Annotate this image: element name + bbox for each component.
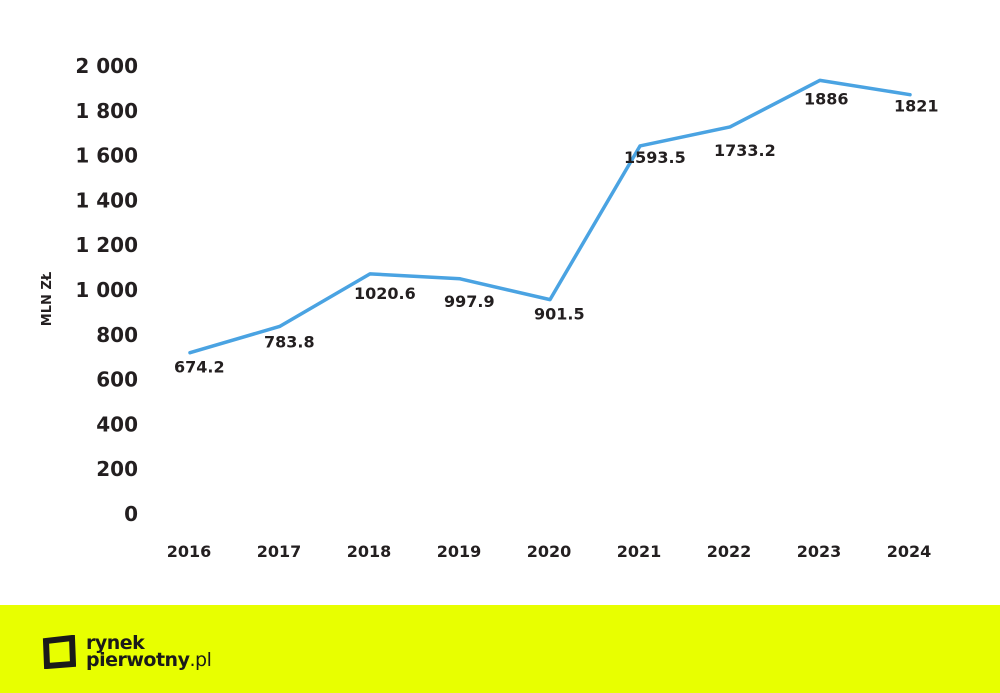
y-tick-label: 200	[96, 457, 138, 481]
x-tick-label: 2021	[617, 542, 662, 561]
logo-square-icon	[42, 635, 76, 669]
logo-domain-text: .pl	[189, 649, 212, 671]
data-point	[368, 272, 372, 276]
data-label: 674.2	[174, 358, 225, 377]
line-chart: 0 200 400 600 800 1 000 1 200 1 400 1 600 1 800 2 …	[40, 54, 939, 561]
y-tick-label: 1 400	[75, 188, 138, 212]
data-point	[908, 93, 912, 97]
y-tick-label: 1 200	[75, 233, 138, 257]
x-tick-label: 2019	[437, 542, 482, 561]
y-tick-label: 2 000	[75, 54, 138, 78]
data-point	[638, 144, 642, 148]
y-tick-label: 1 800	[75, 99, 138, 123]
data-label: 1733.2	[714, 141, 776, 160]
data-point	[188, 351, 192, 355]
logo-brand-text: pierwotny	[86, 649, 190, 671]
data-label: 997.9	[444, 292, 495, 311]
footer-banner: rynek pierwotny.pl	[0, 605, 1000, 693]
data-point	[278, 324, 282, 328]
y-tick-label: 0	[124, 502, 138, 526]
data-point	[728, 125, 732, 129]
x-tick-label: 2016	[167, 542, 212, 561]
x-tick-label: 2020	[527, 542, 572, 561]
logo-wordmark: rynek pierwotny.pl	[86, 632, 212, 671]
x-tick-label: 2017	[257, 542, 302, 561]
y-axis-title: MLN ZŁ	[40, 272, 55, 326]
y-tick-label: 1 000	[75, 278, 138, 302]
data-point	[818, 78, 822, 82]
logo-line-rynek: rynek	[86, 632, 145, 654]
brand-logo[interactable]: rynek pierwotny.pl	[42, 632, 212, 672]
data-label: 1821	[894, 97, 939, 116]
y-tick-label: 400	[96, 412, 138, 436]
data-label: 1020.6	[354, 284, 416, 303]
chart-area: 0 200 400 600 800 1 000 1 200 1 400 1 600 1 800 2 …	[40, 54, 939, 561]
x-tick-label: 2023	[797, 542, 842, 561]
data-label: 1593.5	[624, 148, 686, 167]
data-label: 901.5	[534, 305, 585, 324]
y-tick-label: 1 600	[75, 144, 138, 168]
x-tick-label: 2024	[887, 542, 932, 561]
x-tick-label: 2018	[347, 542, 392, 561]
data-label: 1886	[804, 89, 849, 108]
logo-line-pierwotny: pierwotny.pl	[86, 649, 212, 671]
data-point	[548, 298, 552, 302]
data-label: 783.8	[264, 332, 315, 351]
y-tick-label: 800	[96, 323, 138, 347]
data-point	[458, 277, 462, 281]
y-tick-label: 600	[96, 368, 138, 392]
x-tick-label: 2022	[707, 542, 752, 561]
